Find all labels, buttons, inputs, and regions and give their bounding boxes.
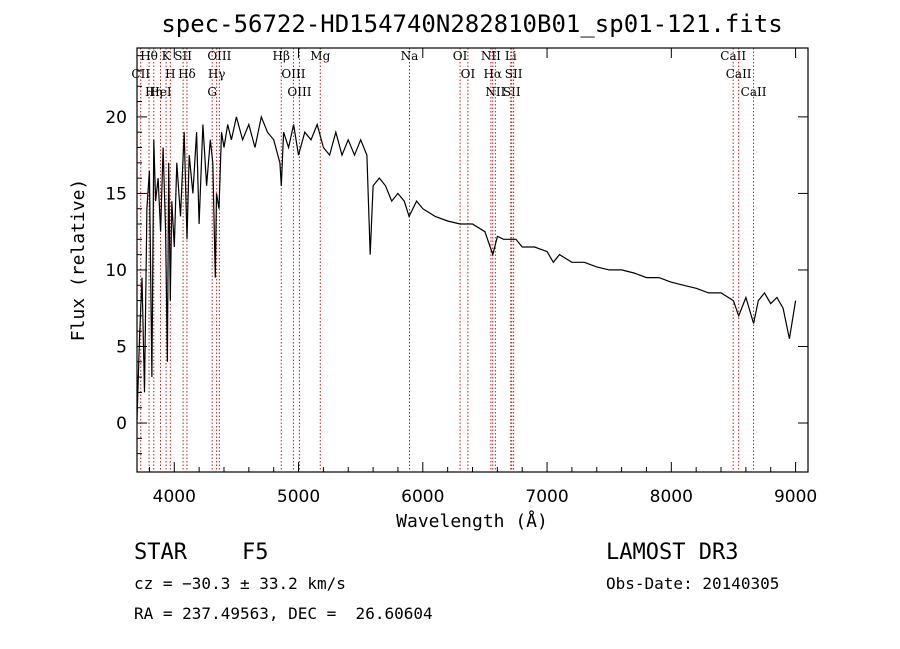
emission-line-label-11: Hβ [273, 49, 290, 63]
emission-line-label-6: SII [174, 49, 192, 63]
survey-name: LAMOST DR3 [606, 540, 739, 565]
emission-line-label-22: SII [503, 85, 521, 99]
x-tick-label-4: 8000 [650, 487, 693, 507]
emission-line-label-7: Hδ [178, 67, 196, 81]
emission-line-label-15: Na [401, 49, 419, 63]
emission-line-label-0: Hθ [140, 49, 158, 63]
x-tick-label-3: 7000 [525, 487, 568, 507]
coordinates: RA = 237.49563, DEC = 26.60604 [134, 604, 433, 623]
emission-line-label-24: CaII [720, 49, 746, 63]
y-tick-label-4: 20 [105, 108, 127, 128]
emission-line-label-25: CaII [726, 67, 752, 81]
emission-line-label-18: NII [481, 49, 501, 63]
x-tick-label-2: 6000 [401, 487, 444, 507]
emission-line-label-9: Hγ [208, 67, 226, 81]
emission-line-label-13: OIII [287, 85, 311, 99]
object-class: STAR [134, 540, 187, 565]
obs-date: Obs-Date: 20140305 [606, 574, 780, 593]
emission-line-label-17: OI [461, 67, 476, 81]
emission-line-label-19: Hα [483, 67, 502, 81]
emission-line-label-2: HeI [149, 85, 172, 99]
emission-line-label-20: NII [485, 85, 505, 99]
x-axis-label: Wavelength (Å) [396, 510, 548, 532]
emission-line-label-26: CaII [741, 85, 767, 99]
spectrum-chart: spec-56722-HD154740N282810B01_sp01-121.f… [68, 10, 817, 532]
y-tick-label-3: 15 [105, 184, 127, 204]
emission-line-label-1: CII [131, 67, 150, 81]
y-axis-label: Flux (relative) [68, 179, 89, 342]
emission-line-label-12: OIII [281, 67, 305, 81]
y-tick-label-0: 0 [116, 414, 127, 434]
emission-line-label-14: Mg [310, 49, 330, 63]
redshift-readout: cz = −30.3 ± 33.2 km/s [134, 574, 346, 593]
spectrum-series-line [136, 114, 797, 421]
x-tick-label-0: 4000 [153, 487, 196, 507]
emission-line-label-21: Li [505, 49, 517, 63]
y-tick-label-2: 10 [105, 261, 127, 281]
emission-line-label-10: G [207, 85, 217, 99]
plot-frame [136, 47, 809, 473]
x-tick-label-5: 9000 [774, 487, 817, 507]
chart-title: spec-56722-HD154740N282810B01_sp01-121.f… [161, 10, 782, 38]
object-subclass: F5 [242, 540, 269, 565]
x-tick-label-1: 5000 [277, 487, 320, 507]
emission-line-label-23: SII [505, 67, 523, 81]
emission-line-label-4: K [162, 49, 172, 63]
emission-line-label-3: Hη [145, 85, 163, 99]
y-tick-label-1: 5 [116, 337, 127, 357]
emission-line-label-16: OI [453, 49, 468, 63]
emission-line-label-8: OIII [207, 49, 231, 63]
emission-line-label-5: H [165, 67, 175, 81]
axis-ticks: 4000 5000 6000 7000 8000 9000 0 5 10 15 20 [105, 48, 817, 507]
